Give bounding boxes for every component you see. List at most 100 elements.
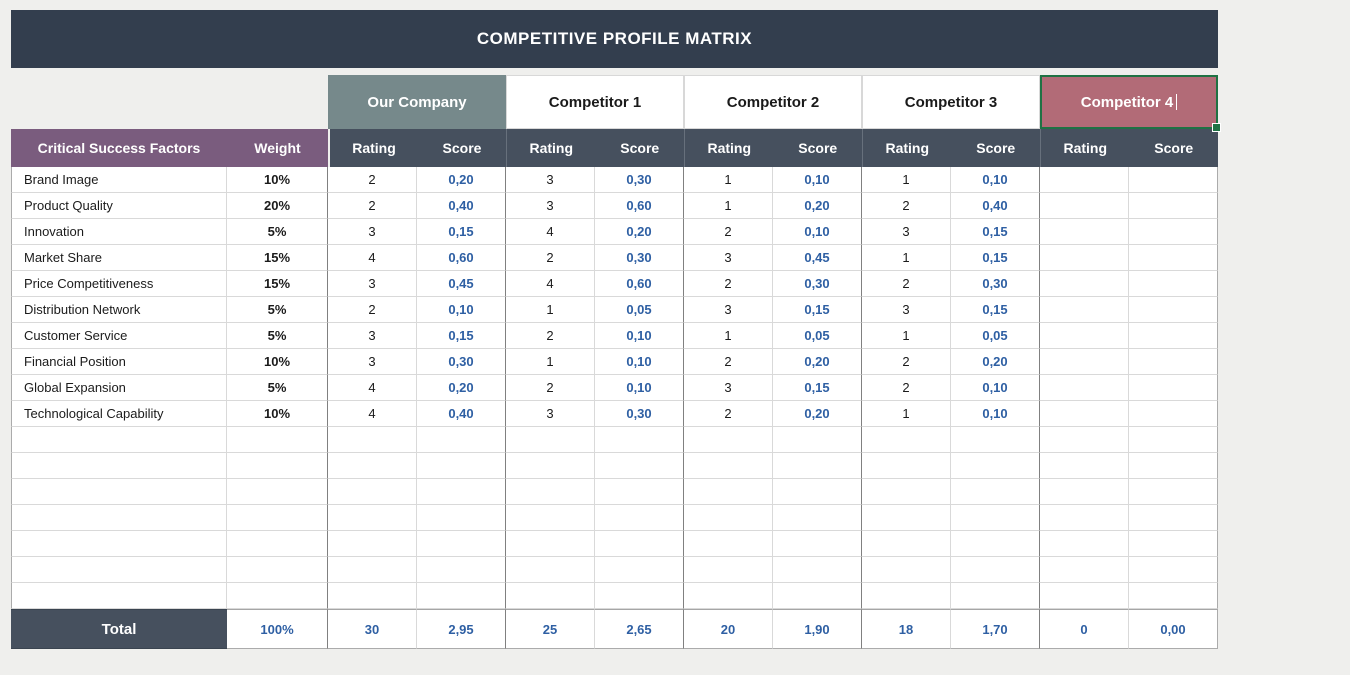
empty-cell[interactable] <box>1040 427 1129 453</box>
empty-cell[interactable] <box>862 531 951 557</box>
rating-cell[interactable]: 3 <box>506 401 595 427</box>
weight-column-header[interactable]: Weight <box>227 129 328 167</box>
rating-cell[interactable] <box>1040 349 1129 375</box>
empty-cell[interactable] <box>1040 505 1129 531</box>
rating-cell[interactable]: 1 <box>684 193 773 219</box>
empty-cell[interactable] <box>328 583 417 609</box>
score-cell[interactable] <box>1129 375 1218 401</box>
factor-cell[interactable]: Technological Capability <box>11 401 227 427</box>
rating-cell[interactable]: 4 <box>328 375 417 401</box>
rating-cell[interactable]: 3 <box>506 193 595 219</box>
empty-cell[interactable] <box>506 557 595 583</box>
rating-cell[interactable] <box>1040 167 1129 193</box>
empty-cell[interactable] <box>506 427 595 453</box>
rating-cell[interactable]: 2 <box>328 193 417 219</box>
empty-cell[interactable] <box>1129 557 1218 583</box>
empty-cell[interactable] <box>951 453 1040 479</box>
score-cell[interactable] <box>1129 297 1218 323</box>
rating-cell[interactable]: 4 <box>328 245 417 271</box>
empty-cell[interactable] <box>951 583 1040 609</box>
empty-cell[interactable] <box>1040 557 1129 583</box>
empty-cell[interactable] <box>773 453 862 479</box>
rating-cell[interactable]: 2 <box>684 401 773 427</box>
rating-cell[interactable]: 3 <box>684 297 773 323</box>
total-rating-cell[interactable]: 25 <box>506 609 595 649</box>
rating-cell[interactable]: 2 <box>684 349 773 375</box>
empty-factor-cell[interactable] <box>11 531 227 557</box>
rating-cell[interactable]: 2 <box>684 271 773 297</box>
rating-cell[interactable]: 2 <box>506 245 595 271</box>
weight-cell[interactable]: 15% <box>227 245 328 271</box>
score-cell[interactable]: 0,40 <box>417 401 506 427</box>
rating-cell[interactable]: 3 <box>328 349 417 375</box>
empty-cell[interactable] <box>506 505 595 531</box>
rating-cell[interactable]: 4 <box>506 271 595 297</box>
empty-cell[interactable] <box>1129 583 1218 609</box>
empty-cell[interactable] <box>773 505 862 531</box>
total-score-cell[interactable]: 2,65 <box>595 609 684 649</box>
score-cell[interactable] <box>1129 349 1218 375</box>
total-rating-cell[interactable]: 30 <box>328 609 417 649</box>
score-cell[interactable] <box>1129 193 1218 219</box>
total-score-cell[interactable]: 1,70 <box>951 609 1040 649</box>
empty-cell[interactable] <box>862 583 951 609</box>
rating-cell[interactable] <box>1040 297 1129 323</box>
score-cell[interactable]: 0,40 <box>417 193 506 219</box>
rating-cell[interactable]: 2 <box>862 375 951 401</box>
total-score-cell[interactable]: 2,95 <box>417 609 506 649</box>
empty-cell[interactable] <box>773 479 862 505</box>
empty-cell[interactable] <box>328 427 417 453</box>
score-cell[interactable]: 0,15 <box>951 219 1040 245</box>
score-column-header[interactable]: Score <box>1154 140 1194 156</box>
empty-cell[interactable] <box>595 557 684 583</box>
score-cell[interactable] <box>1129 271 1218 297</box>
empty-cell[interactable] <box>417 453 506 479</box>
empty-factor-cell[interactable] <box>11 453 227 479</box>
empty-cell[interactable] <box>862 427 951 453</box>
empty-cell[interactable] <box>417 505 506 531</box>
weight-cell[interactable]: 15% <box>227 271 328 297</box>
total-rating-cell[interactable]: 0 <box>1040 609 1129 649</box>
score-cell[interactable]: 0,10 <box>595 349 684 375</box>
score-cell[interactable]: 0,30 <box>417 349 506 375</box>
empty-cell[interactable] <box>595 427 684 453</box>
empty-cell[interactable] <box>1129 505 1218 531</box>
empty-cell[interactable] <box>773 427 862 453</box>
empty-weight-cell[interactable] <box>227 427 328 453</box>
empty-cell[interactable] <box>328 479 417 505</box>
empty-weight-cell[interactable] <box>227 557 328 583</box>
empty-cell[interactable] <box>1129 427 1218 453</box>
empty-factor-cell[interactable] <box>11 479 227 505</box>
empty-cell[interactable] <box>684 427 773 453</box>
score-cell[interactable]: 0,60 <box>595 271 684 297</box>
factor-cell[interactable]: Customer Service <box>11 323 227 349</box>
score-cell[interactable]: 0,30 <box>595 401 684 427</box>
score-cell[interactable]: 0,15 <box>951 297 1040 323</box>
empty-cell[interactable] <box>1040 453 1129 479</box>
empty-cell[interactable] <box>1129 453 1218 479</box>
rating-cell[interactable]: 1 <box>684 167 773 193</box>
empty-factor-cell[interactable] <box>11 583 227 609</box>
score-cell[interactable]: 0,60 <box>595 193 684 219</box>
empty-cell[interactable] <box>951 505 1040 531</box>
company-header-competitor-3[interactable]: Competitor 3 <box>862 75 1040 129</box>
total-rating-cell[interactable]: 20 <box>684 609 773 649</box>
rating-cell[interactable] <box>1040 219 1129 245</box>
empty-cell[interactable] <box>684 453 773 479</box>
factor-cell[interactable]: Financial Position <box>11 349 227 375</box>
rating-column-header[interactable]: Rating <box>707 140 752 156</box>
rating-cell[interactable]: 2 <box>684 219 773 245</box>
empty-weight-cell[interactable] <box>227 479 328 505</box>
company-header-competitor-2[interactable]: Competitor 2 <box>684 75 862 129</box>
factors-column-header[interactable]: Critical Success Factors <box>11 129 227 167</box>
empty-cell[interactable] <box>684 479 773 505</box>
empty-cell[interactable] <box>951 557 1040 583</box>
rating-cell[interactable]: 1 <box>862 245 951 271</box>
score-cell[interactable]: 0,20 <box>417 375 506 401</box>
score-cell[interactable]: 0,20 <box>773 401 862 427</box>
weight-cell[interactable]: 5% <box>227 219 328 245</box>
rating-cell[interactable]: 3 <box>328 271 417 297</box>
empty-cell[interactable] <box>773 583 862 609</box>
empty-cell[interactable] <box>862 505 951 531</box>
company-header-competitor-1[interactable]: Competitor 1 <box>506 75 684 129</box>
